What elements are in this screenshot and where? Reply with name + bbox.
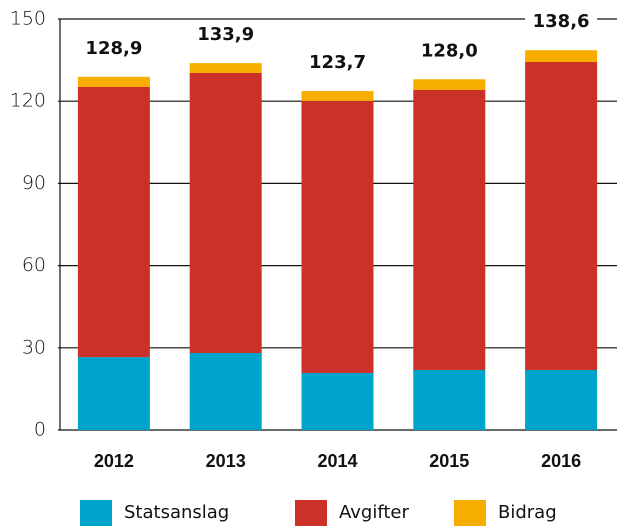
total-label: 128,9	[85, 38, 142, 59]
x-tick-label: 2016	[541, 451, 581, 471]
total-label-bg	[301, 50, 374, 77]
legend-label: Avgifter	[339, 502, 409, 523]
bar-segment	[77, 86, 150, 358]
total-label-bg	[77, 35, 150, 62]
total-label: 123,7	[309, 52, 366, 73]
total-label: 133,9	[197, 24, 254, 45]
bar-segment	[413, 369, 486, 430]
bar-segment	[413, 79, 486, 90]
bar-segment	[413, 89, 486, 370]
y-tick-label: 60	[22, 254, 46, 276]
total-label-bg	[189, 22, 262, 49]
legend-label: Bidrag	[498, 502, 557, 523]
legend-swatch	[295, 500, 327, 526]
bar-segment	[301, 91, 374, 101]
x-tick-label: 2012	[94, 451, 134, 471]
bar-segment	[301, 100, 374, 374]
legend-swatch	[80, 500, 112, 526]
y-tick-label: 0	[34, 419, 46, 441]
x-tick-label: 2014	[317, 451, 357, 471]
legend-swatch	[454, 500, 486, 526]
bar-segment	[525, 62, 598, 370]
bar-segment	[189, 63, 262, 73]
y-tick-label: 120	[10, 90, 46, 112]
bar-segment	[189, 353, 262, 430]
bar-segment	[525, 50, 598, 63]
y-tick-label: 30	[22, 336, 46, 358]
total-label-bg	[525, 9, 598, 36]
y-tick-label: 90	[22, 172, 46, 194]
bar-segment	[301, 373, 374, 430]
x-tick-label: 2015	[429, 451, 469, 471]
total-label-bg	[413, 38, 486, 65]
bar-segment	[525, 369, 598, 430]
bar-segment	[77, 357, 150, 430]
legend-label: Statsanslag	[124, 502, 229, 523]
bar-segment	[77, 76, 150, 87]
y-tick-label: 150	[10, 8, 46, 30]
x-tick-label: 2013	[206, 451, 246, 471]
total-label: 128,0	[421, 40, 478, 61]
total-label: 138,6	[533, 11, 590, 32]
bar-segment	[189, 72, 262, 354]
